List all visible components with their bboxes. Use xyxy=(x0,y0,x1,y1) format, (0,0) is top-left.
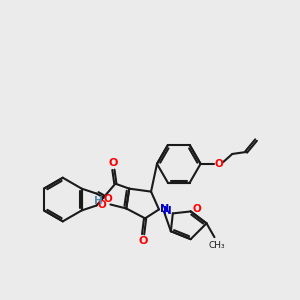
Text: CH₃: CH₃ xyxy=(208,241,225,250)
Text: O: O xyxy=(138,236,148,246)
Text: N: N xyxy=(160,204,170,214)
Text: N: N xyxy=(163,206,171,216)
Text: O: O xyxy=(109,158,118,168)
Text: O: O xyxy=(214,159,223,169)
Text: H: H xyxy=(94,196,103,206)
Text: O: O xyxy=(192,204,201,214)
Text: O: O xyxy=(103,194,112,203)
Text: O: O xyxy=(97,200,106,211)
